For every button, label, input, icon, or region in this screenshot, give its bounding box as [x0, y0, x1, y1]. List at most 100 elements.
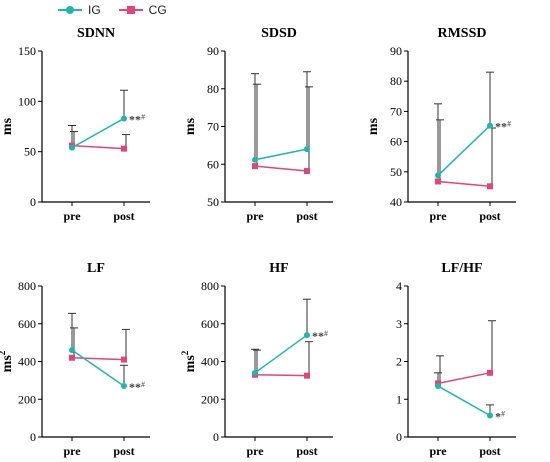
data-point-cg: [304, 372, 310, 379]
chart-panel-2: SDSD ms 50 60 70 80 90 pre post: [183, 26, 333, 223]
y-tick-label: 40: [390, 195, 402, 209]
legend-label-cg: CG: [148, 3, 167, 17]
series-line-cg: [254, 373, 308, 377]
x-tick-label: pre: [429, 444, 447, 458]
significance-annotation: **#: [495, 120, 511, 134]
y-tick-label: 90: [207, 44, 219, 58]
series-line-ig: [71, 349, 125, 387]
series-line-cg: [437, 372, 491, 385]
y-tick-label: 90: [390, 44, 402, 58]
series-line-cg: [437, 180, 491, 188]
y-axis-label-text: ms: [183, 117, 198, 135]
significance-hash: #: [324, 329, 328, 338]
series-line-ig: [254, 334, 308, 374]
series-line-ig: [254, 148, 308, 161]
x-tick-label: post: [296, 444, 317, 458]
legend-swatch-ig: [58, 4, 82, 16]
chart-title: LF/HF: [441, 261, 482, 276]
x-tick-label: post: [113, 444, 134, 458]
y-axis-label-superscript: 2: [180, 350, 190, 355]
data-point-ig: [121, 115, 127, 122]
y-tick-label: 60: [207, 157, 219, 171]
x-tick-label: pre: [63, 209, 81, 223]
y-tick-label: 80: [390, 74, 402, 88]
data-point-ig: [69, 347, 75, 354]
chart-title: RMSSD: [437, 26, 486, 41]
data-point-ig: [435, 172, 441, 179]
chart-panel-6: LF/HF 0 1 2 3 4 pre post *#: [396, 261, 516, 458]
significance-hash: #: [141, 112, 145, 121]
significance-annotation: **#: [312, 329, 328, 343]
significance-annotation: **#: [129, 380, 145, 394]
y-tick-label: 1: [396, 392, 402, 406]
x-tick-label: pre: [246, 209, 264, 223]
y-tick-label: 80: [207, 82, 219, 96]
data-point-cg: [487, 183, 493, 190]
data-point-ig: [487, 412, 493, 419]
y-tick-label: 200: [18, 392, 36, 406]
y-tick-label: 50: [390, 165, 402, 179]
data-point-ig: [252, 156, 258, 163]
y-axis-label: ms: [366, 117, 381, 135]
series-line-cg: [71, 356, 125, 361]
y-tick-label: 800: [201, 279, 219, 293]
y-axis-label-text: ms: [183, 355, 198, 373]
y-tick-label: 0: [213, 430, 219, 444]
legend: IG CG: [58, 2, 167, 18]
y-tick-label: 0: [396, 430, 402, 444]
x-tick-label: post: [296, 209, 317, 223]
y-tick-label: 100: [18, 94, 36, 108]
series-line-ig: [437, 385, 491, 417]
data-point-cg: [69, 354, 75, 361]
y-tick-label: 400: [201, 355, 219, 369]
significance-hash: #: [141, 380, 145, 389]
data-point-ig: [304, 332, 310, 339]
legend-label-ig: IG: [88, 3, 101, 17]
y-tick-label: 0: [30, 195, 36, 209]
y-axis-label: ms: [183, 117, 198, 135]
chart-title: LF: [87, 261, 105, 276]
y-tick-label: 70: [207, 120, 219, 134]
significance-hash: #: [501, 409, 505, 418]
y-axis-label: ms2: [0, 350, 15, 372]
chart-panel-4: LF ms2 0 200 400 600 800 pre post **#: [0, 261, 150, 458]
series-line-ig: [437, 125, 491, 176]
data-point-ig: [435, 383, 441, 390]
significance-stars: *: [495, 409, 501, 423]
data-point-cg: [435, 178, 441, 185]
series-line-ig: [71, 117, 125, 149]
data-point-cg: [487, 369, 493, 376]
data-point-ig: [252, 369, 258, 376]
data-point-cg: [121, 145, 127, 152]
legend-item-cg: CG: [118, 3, 167, 17]
y-tick-label: 3: [396, 317, 402, 331]
y-tick-label: 70: [390, 104, 402, 118]
y-axis-label-text: ms: [366, 117, 381, 135]
significance-stars: **: [312, 329, 324, 343]
data-point-ig: [69, 144, 75, 151]
y-tick-label: 600: [201, 317, 219, 331]
y-tick-label: 50: [207, 195, 219, 209]
significance-annotation: *#: [495, 409, 505, 423]
y-tick-label: 2: [396, 355, 402, 369]
series-line-cg: [71, 144, 125, 150]
data-point-cg: [252, 163, 258, 170]
legend-item-ig: IG: [58, 3, 101, 17]
y-tick-label: 150: [18, 44, 36, 58]
y-axis-label-text: ms: [0, 355, 15, 373]
legend-swatch-cg: [118, 4, 143, 16]
y-axis-label-text: ms: [0, 117, 15, 135]
x-tick-label: pre: [63, 444, 81, 458]
y-tick-label: 60: [390, 135, 402, 149]
data-point-ig: [121, 383, 127, 390]
y-tick-label: 200: [201, 392, 219, 406]
data-point-cg: [304, 168, 310, 175]
significance-hash: #: [507, 120, 511, 129]
significance-annotation: **#: [129, 112, 145, 126]
x-tick-label: pre: [246, 444, 264, 458]
x-tick-label: post: [479, 444, 500, 458]
chart-panel-5: HF ms2 0 200 400 600 800 pre post **#: [180, 261, 333, 458]
chart-panel-3: RMSSD ms 40 50 60 70 80 90 pre post **#: [366, 26, 516, 223]
x-tick-label: post: [479, 209, 500, 223]
y-tick-label: 400: [18, 355, 36, 369]
